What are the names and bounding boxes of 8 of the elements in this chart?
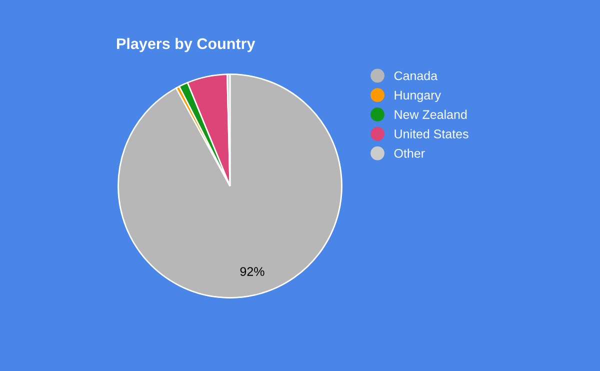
legend-label: New Zealand bbox=[394, 110, 467, 119]
chart-title: Players by Country bbox=[117, 38, 256, 52]
legend-label: Other bbox=[394, 148, 425, 158]
legend-label: United States bbox=[394, 129, 468, 138]
legend-label: Canada bbox=[394, 71, 438, 80]
data-label: 92% bbox=[240, 267, 264, 276]
pie-slice bbox=[118, 74, 342, 298]
legend-label: Hungary bbox=[394, 90, 441, 102]
